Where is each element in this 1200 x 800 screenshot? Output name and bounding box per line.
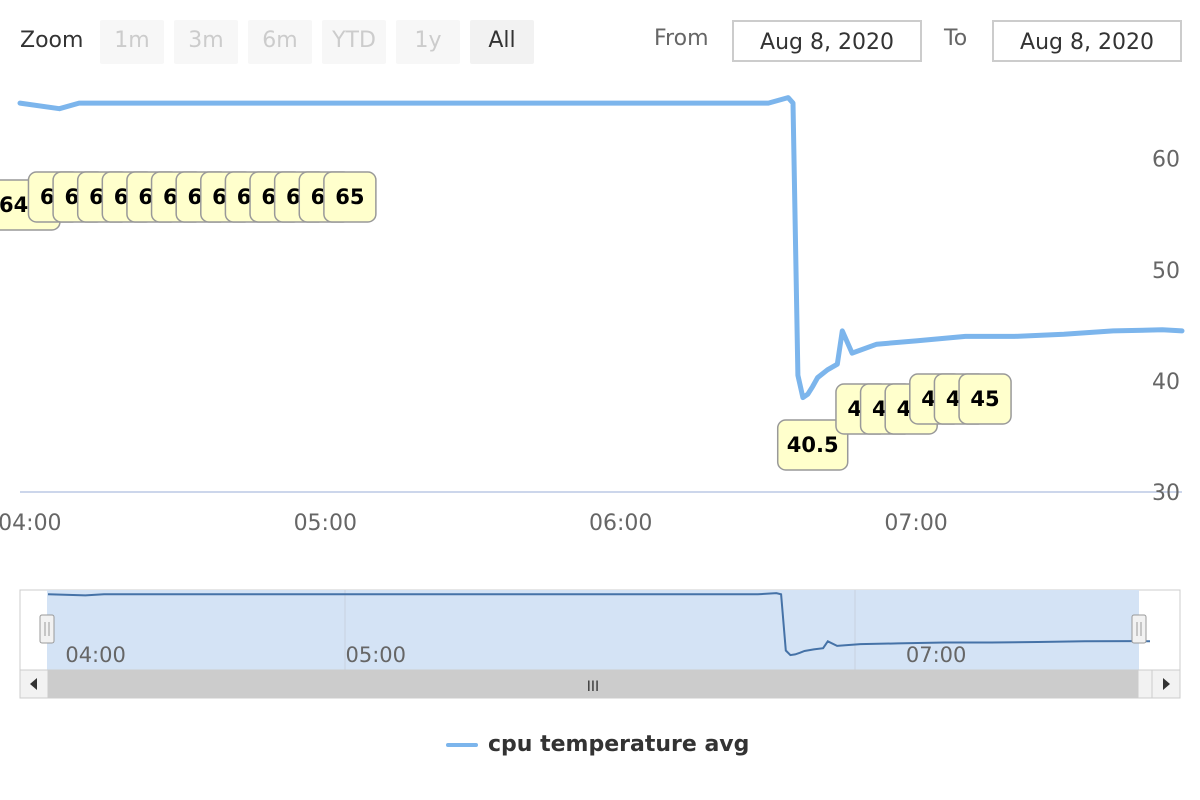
scrollbar-thumb[interactable] (47, 669, 1139, 699)
scrollbar[interactable]: III (19, 669, 1181, 699)
x-tick-label: 05:00 (294, 511, 357, 536)
navigator-x-labels: 04:00 05:00 07:00 (65, 643, 966, 667)
data-label-text: 65 (335, 185, 364, 209)
zoom-6m-button[interactable]: 6m (248, 20, 312, 64)
x-tick-label: 04:00 (0, 511, 62, 536)
y-tick-label: 50 (1152, 259, 1180, 284)
data-label-box (323, 171, 377, 223)
to-label: To (944, 26, 968, 51)
data-label-text: 45 (970, 387, 999, 411)
scrollbar-grip: III (587, 679, 599, 695)
from-date-input[interactable]: Aug 8, 2020 (732, 20, 922, 62)
data-label: 45 (958, 373, 1012, 425)
navigator-x-label: 04:00 (65, 643, 126, 667)
legend-series-label: cpu temperature avg (488, 732, 750, 757)
data-label: 40.5 (776, 419, 849, 471)
y-tick-label: 30 (1152, 481, 1180, 506)
y-axis-labels: 30 40 50 60 (1152, 148, 1180, 506)
navigator[interactable]: 04:00 05:00 07:00 (19, 589, 1181, 671)
navigator-left-handle[interactable] (39, 614, 55, 644)
navigator-selected-range[interactable] (47, 590, 1139, 670)
zoom-all-button[interactable]: All (470, 20, 534, 64)
x-axis-labels: 04:00 05:00 06:00 07:00 (0, 511, 948, 536)
data-label-box (958, 373, 1012, 425)
navigator-x-label: 07:00 (906, 643, 967, 667)
series-layer (17, 95, 1185, 401)
legend[interactable]: cpu temperature avg (446, 732, 749, 757)
x-tick-label: 06:00 (589, 511, 652, 536)
zoom-label: Zoom (20, 28, 84, 53)
x-tick-label: 07:00 (884, 511, 947, 536)
navigator-right-handle[interactable] (1131, 614, 1147, 644)
series-line-cpu-temperature-avg[interactable] (17, 95, 1185, 401)
y-tick-label: 40 (1152, 370, 1180, 395)
navigator-x-label: 05:00 (346, 643, 407, 667)
data-labels: 64.56565656565656565656565656540.5444444… (0, 171, 1012, 471)
y-tick-label: 60 (1152, 148, 1180, 173)
zoom-1y-button[interactable]: 1y (396, 20, 460, 64)
zoom-1m-button[interactable]: 1m (100, 20, 164, 64)
arrow-right-icon (1163, 678, 1170, 690)
from-label: From (654, 26, 709, 51)
to-date-input[interactable]: Aug 8, 2020 (992, 20, 1182, 62)
navigator-series-line (47, 592, 1151, 657)
data-label: 65 (323, 171, 377, 223)
legend-series-swatch (446, 742, 478, 747)
zoom-3m-button[interactable]: 3m (174, 20, 238, 64)
arrow-left-icon (30, 678, 37, 690)
data-label-box (776, 419, 849, 471)
navigator-series (47, 592, 1151, 657)
zoom-ytd-button[interactable]: YTD (322, 20, 386, 64)
data-label-text: 40.5 (787, 433, 839, 457)
